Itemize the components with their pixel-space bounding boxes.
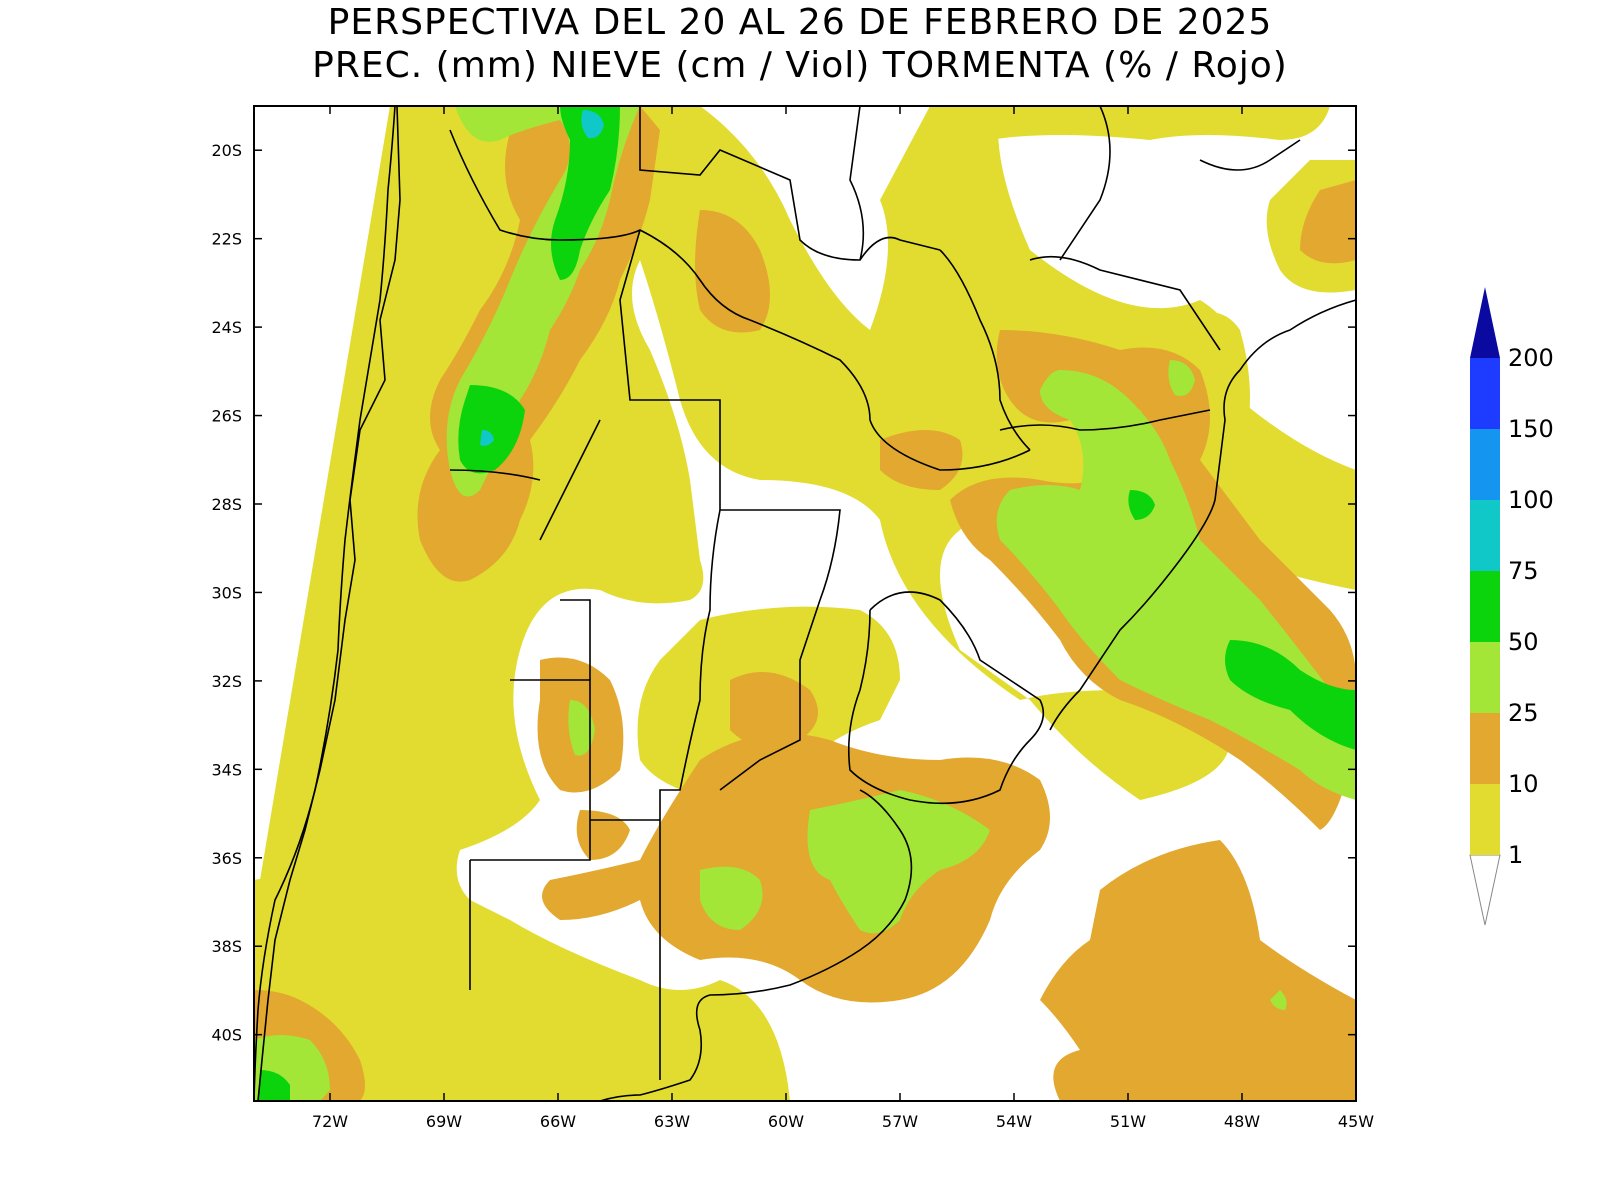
lon-tick-label: 45W — [1338, 1112, 1374, 1131]
map-title: PERSPECTIVA DEL 20 AL 26 DE FEBRERO DE 2… — [327, 2, 1273, 43]
lon-tick-label: 54W — [996, 1112, 1032, 1131]
legend-color-box — [1470, 500, 1500, 571]
legend-color-box — [1470, 784, 1500, 855]
lon-tick-label: 51W — [1110, 1112, 1146, 1131]
lon-tick-label: 66W — [540, 1112, 576, 1131]
legend-color-box — [1470, 713, 1500, 784]
lon-tick-label: 72W — [312, 1112, 348, 1131]
shade-level-50 — [258, 106, 1356, 1101]
lon-tick-label: 48W — [1224, 1112, 1260, 1131]
lat-tick-label: 26S — [211, 407, 242, 426]
map-subtitle: PREC. (mm) NIEVE (cm / Viol) TORMENTA (%… — [312, 45, 1288, 86]
lat-tick-label: 36S — [211, 849, 242, 868]
lat-tick-label: 32S — [211, 672, 242, 691]
legend-label: 10 — [1508, 770, 1539, 798]
legend-color-box — [1470, 429, 1500, 500]
legend-color-box — [1470, 358, 1500, 429]
legend-label: 75 — [1508, 557, 1539, 585]
lat-tick-label: 24S — [211, 318, 242, 337]
precipitation-legend: 1 10 25 50 75 100 150 200 — [1469, 287, 1554, 926]
lon-tick-label: 69W — [426, 1112, 462, 1131]
longitude-axis: 72W 69W 66W 63W 60W 57W 54W 51W 48W 45W — [312, 106, 1374, 1131]
lat-tick-label: 40S — [211, 1026, 242, 1045]
legend-color-box — [1470, 571, 1500, 642]
legend-color-box — [1470, 642, 1500, 713]
lat-tick-label: 28S — [211, 495, 242, 514]
legend-label: 25 — [1508, 699, 1539, 727]
legend-below-min-triangle — [1469, 854, 1501, 926]
latitude-axis: 20S 22S 24S 26S 28S 30S 32S 34S 36S 38S 40S — [211, 141, 1356, 1045]
lat-tick-label: 30S — [211, 583, 242, 602]
lon-tick-label: 63W — [654, 1112, 690, 1131]
lat-tick-label: 22S — [211, 230, 242, 249]
legend-label: 200 — [1508, 344, 1554, 372]
lon-tick-label: 57W — [882, 1112, 918, 1131]
lat-tick-label: 38S — [211, 937, 242, 956]
lat-tick-label: 34S — [211, 760, 242, 779]
shade-level-75 — [480, 110, 604, 446]
lat-tick-label: 20S — [211, 141, 242, 160]
country-borders — [254, 106, 1356, 1101]
legend-label: 100 — [1508, 486, 1554, 514]
plot-frame — [253, 105, 1357, 1102]
legend-label: 150 — [1508, 415, 1554, 443]
lon-tick-label: 60W — [768, 1112, 804, 1131]
legend-label: 1 — [1508, 841, 1523, 869]
legend-label: 50 — [1508, 628, 1539, 656]
legend-top-triangle — [1470, 287, 1500, 358]
